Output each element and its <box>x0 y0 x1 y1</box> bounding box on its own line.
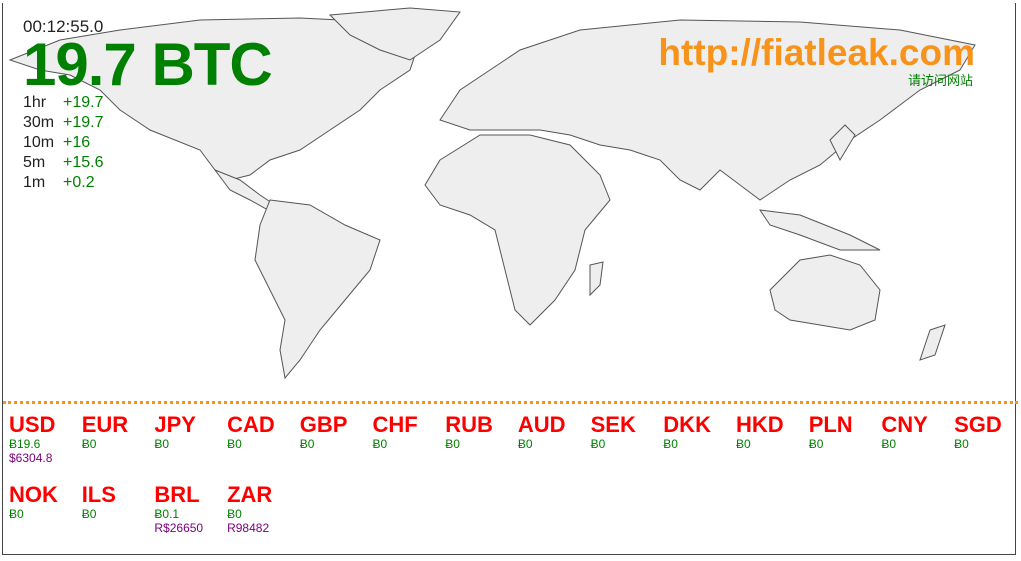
currency-btc: Ƀ0 <box>227 437 242 451</box>
currency-code: RUB <box>445 412 493 437</box>
currency-code: NOK <box>9 482 58 507</box>
currency-btc: Ƀ0 <box>736 437 751 451</box>
currency-btc: Ƀ0 <box>81 507 97 521</box>
currency-btc: Ƀ0 <box>227 507 242 521</box>
total-btc: 19.7 BTC <box>23 31 273 98</box>
currency-btc: Ƀ0 <box>517 437 533 451</box>
currency-btc: Ƀ19.6 <box>9 437 41 451</box>
stat-value: +19.7 <box>63 94 104 111</box>
currency-btc: Ƀ0 <box>445 437 460 451</box>
currency-item: ZAR Ƀ0 R98482 <box>227 483 299 536</box>
stat-value: +0.2 <box>63 174 95 191</box>
currency-item: USD Ƀ19.6 $6304.8 <box>9 413 81 466</box>
stat-period: 1m <box>23 174 46 191</box>
currency-item: NOK Ƀ0 <box>9 482 81 522</box>
currency-code: CHF <box>372 412 418 437</box>
currency-item: CNY Ƀ0 <box>881 412 953 452</box>
currency-fiat: R$26650 <box>154 521 204 535</box>
stat-period: 30m <box>23 114 55 131</box>
currency-item: RUB Ƀ0 <box>445 412 517 452</box>
currency-item: AUD Ƀ0 <box>517 412 590 452</box>
currency-code: CAD <box>227 412 275 437</box>
currency-item: CAD Ƀ0 <box>227 412 299 452</box>
madagascar <box>589 261 604 297</box>
site-subtitle: 请访问网站 <box>907 73 973 88</box>
currency-btc: Ƀ0 <box>154 437 170 451</box>
currency-code: HKD <box>736 412 784 437</box>
currency-item: SGD Ƀ0 <box>954 412 1021 452</box>
currency-btc: Ƀ0 <box>372 437 388 451</box>
clock: 00:12:55.0 <box>23 17 104 36</box>
stat-row: 1hr +19.7 <box>23 93 103 113</box>
currency-code: ILS <box>81 482 116 507</box>
africa <box>424 134 611 326</box>
currency-item: GBP Ƀ0 <box>299 412 372 452</box>
stat-value: +15.6 <box>63 154 104 171</box>
currency-item: EUR Ƀ0 <box>81 412 154 452</box>
currency-btc: Ƀ0 <box>590 437 606 451</box>
southeast-asia-islands <box>758 209 881 251</box>
stat-period: 5m <box>23 154 46 171</box>
currency-btc: Ƀ0 <box>954 437 969 451</box>
eurasia <box>439 19 976 201</box>
period-stats: 1hr +19.7 30m +19.7 10m +16 5m +15.6 1m +0.2 <box>23 93 103 193</box>
currency-code: AUD <box>517 412 566 437</box>
currency-code: DKK <box>663 412 711 437</box>
currency-code: SEK <box>590 412 636 437</box>
stat-row: 5m +15.6 <box>23 153 103 173</box>
stat-period: 10m <box>23 134 55 151</box>
stat-value: +19.7 <box>63 114 104 131</box>
new-zealand <box>919 324 946 361</box>
world-map <box>8 7 976 380</box>
currency-code: CNY <box>881 412 928 437</box>
currency-code: PLN <box>808 412 853 437</box>
currency-item: CHF Ƀ0 <box>372 412 445 452</box>
divider <box>3 401 1018 404</box>
currency-code: ZAR <box>227 482 273 507</box>
stat-period: 1hr <box>23 94 47 111</box>
stat-row: 30m +19.7 <box>23 113 103 133</box>
currency-btc: Ƀ0 <box>808 437 824 451</box>
app-frame <box>2 3 1016 555</box>
currency-code: BRL <box>154 482 200 507</box>
currency-btc: Ƀ0 <box>81 437 97 451</box>
japan <box>829 124 856 162</box>
currency-item: HKD Ƀ0 <box>736 412 808 452</box>
currency-btc: Ƀ0 <box>299 437 315 451</box>
australia <box>769 254 881 331</box>
currency-code: SGD <box>954 412 1002 437</box>
stat-row: 10m +16 <box>23 133 103 153</box>
currency-btc: Ƀ0 <box>9 507 24 521</box>
currency-fiat: R98482 <box>227 521 270 535</box>
currency-code: GBP <box>299 412 348 437</box>
currency-item: ILS Ƀ0 <box>81 482 154 522</box>
currency-item: BRL Ƀ0.1 R$26650 <box>154 483 226 536</box>
currency-code: JPY <box>154 412 196 437</box>
north-america <box>8 17 421 181</box>
currency-code: USD <box>9 412 56 437</box>
currency-item: PLN Ƀ0 <box>808 412 881 452</box>
currency-fiat: $6304.8 <box>9 451 53 465</box>
currency-item: SEK Ƀ0 <box>590 412 663 452</box>
site-link[interactable]: http://fiatleak.com <box>658 32 975 73</box>
currency-item: DKK Ƀ0 <box>663 412 735 452</box>
currency-btc: Ƀ0 <box>881 437 897 451</box>
currency-item: JPY Ƀ0 <box>154 412 226 452</box>
stat-row: 1m +0.2 <box>23 173 103 193</box>
greenland <box>328 7 461 61</box>
currency-btc: Ƀ0 <box>663 437 678 451</box>
stat-value: +16 <box>63 134 91 151</box>
currency-code: EUR <box>81 412 129 437</box>
currency-btc: Ƀ0.1 <box>154 507 180 521</box>
south-america <box>254 199 381 380</box>
